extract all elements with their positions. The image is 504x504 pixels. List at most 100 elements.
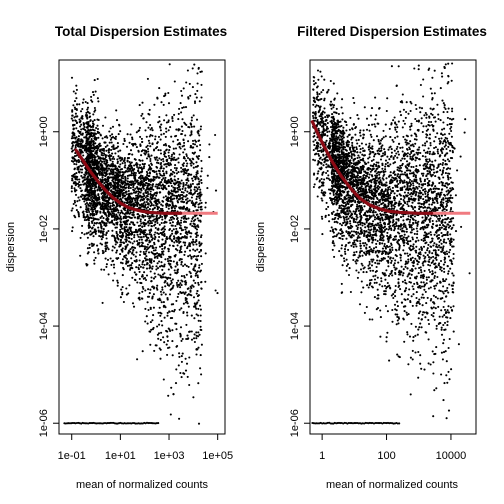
dispersion-point [151, 285, 154, 288]
dispersion-point [199, 199, 202, 202]
dispersion-point [142, 287, 145, 290]
dispersion-point [107, 215, 110, 218]
dispersion-point [180, 89, 183, 93]
dispersion-point [153, 233, 156, 236]
dispersion-point [199, 325, 202, 328]
dispersion-point [143, 177, 146, 180]
dispersion-point [75, 172, 78, 175]
dispersion-point [147, 182, 150, 185]
dispersion-point [180, 200, 183, 203]
dispersion-point [145, 151, 148, 154]
dispersion-point [157, 176, 160, 179]
dispersion-point [419, 322, 422, 325]
dispersion-point [338, 206, 341, 210]
dispersion-point [195, 171, 198, 174]
dispersion-point [122, 185, 125, 189]
dispersion-point [158, 170, 161, 173]
dispersion-point [103, 182, 106, 185]
dispersion-point [122, 241, 125, 244]
dispersion-point [157, 273, 160, 276]
dispersion-point [147, 251, 151, 254]
dispersion-point [82, 123, 85, 127]
dispersion-point [152, 188, 155, 191]
dispersion-point [143, 152, 146, 155]
dispersion-point [91, 204, 94, 207]
dispersion-point [116, 197, 119, 200]
dispersion-point [354, 260, 357, 263]
dispersion-point [96, 131, 100, 135]
dispersion-point [88, 195, 91, 198]
dispersion-point [123, 159, 126, 162]
dispersion-point [100, 153, 103, 157]
dispersion-point [156, 159, 159, 162]
dispersion-point [185, 264, 188, 267]
dispersion-point [140, 196, 143, 199]
dispersion-point [179, 247, 182, 251]
dispersion-point [77, 170, 80, 174]
dispersion-point [91, 226, 94, 229]
dispersion-point [122, 194, 125, 197]
dispersion-point [91, 100, 94, 103]
dispersion-point [198, 100, 201, 103]
dispersion-point [171, 329, 174, 332]
dispersion-point [126, 210, 129, 213]
dispersion-point [173, 194, 176, 197]
dispersion-point [91, 146, 94, 149]
dispersion-point [103, 199, 106, 202]
dispersion-point [133, 168, 136, 171]
dispersion-point [165, 172, 168, 175]
dispersion-point [86, 102, 89, 105]
dispersion-point [172, 147, 175, 150]
dispersion-point [197, 314, 200, 317]
dispersion-point [142, 250, 145, 254]
dispersion-point [131, 198, 134, 202]
dispersion-point [91, 210, 94, 213]
dispersion-point [110, 163, 113, 166]
dispersion-point [196, 276, 199, 279]
dispersion-point [119, 239, 122, 242]
dispersion-point [120, 288, 123, 291]
dispersion-point [141, 215, 144, 218]
dispersion-point [177, 279, 180, 282]
dispersion-point [175, 299, 178, 302]
dispersion-point [96, 155, 99, 158]
dispersion-point [119, 185, 122, 188]
dispersion-point [127, 185, 130, 188]
dispersion-point [190, 184, 193, 188]
dispersion-point [147, 168, 150, 172]
dispersion-point [119, 296, 122, 299]
dispersion-point [101, 179, 104, 182]
zero-dispersion-point [398, 422, 401, 425]
dispersion-point [141, 290, 144, 293]
dispersion-point [93, 251, 96, 254]
dispersion-point [162, 291, 165, 294]
dispersion-point [179, 326, 183, 329]
dispersion-point [100, 220, 104, 223]
dispersion-point [144, 253, 147, 256]
dispersion-point [445, 360, 448, 363]
dispersion-point [170, 386, 173, 389]
dispersion-point [80, 150, 84, 153]
dispersion-point [143, 165, 146, 168]
dispersion-point [128, 212, 131, 215]
dispersion-point [112, 155, 115, 159]
dispersion-point [86, 180, 89, 183]
dispersion-point [119, 224, 122, 227]
dispersion-point [376, 197, 379, 201]
dispersion-point [153, 218, 156, 221]
dispersion-point [71, 226, 74, 229]
dispersion-point [324, 116, 327, 119]
dispersion-point [121, 196, 124, 199]
dispersion-point [164, 293, 167, 296]
dispersion-point [183, 280, 187, 283]
dispersion-point [175, 368, 178, 371]
dispersion-point [160, 293, 163, 296]
dispersion-point [71, 114, 74, 117]
dispersion-point [169, 192, 172, 195]
dispersion-point [143, 271, 146, 274]
dispersion-point [182, 173, 185, 176]
dispersion-point [325, 171, 328, 175]
dispersion-point [170, 177, 173, 180]
dispersion-point [93, 189, 96, 192]
dispersion-point [129, 267, 132, 270]
